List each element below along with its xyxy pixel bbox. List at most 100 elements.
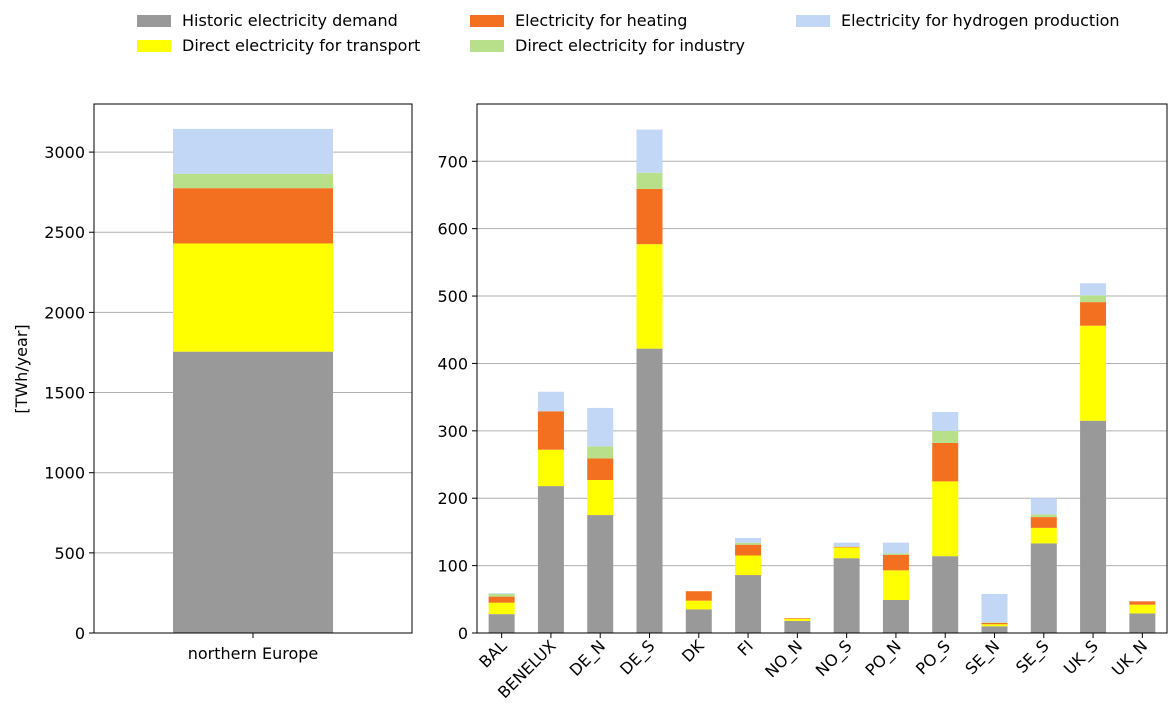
bar-segment: [882, 554, 909, 571]
bar-segment: [1030, 514, 1057, 518]
legend-swatch: [470, 40, 504, 52]
y-tick-label: 1000: [44, 464, 85, 483]
bar-segment: [981, 622, 1008, 625]
bar-segment: [685, 609, 712, 633]
plot-frame: [476, 103, 1168, 634]
bar-segment: [537, 411, 564, 450]
bar-segment: [1030, 498, 1057, 515]
bar-segment: [587, 407, 614, 447]
bar-segment: [1080, 283, 1107, 296]
y-axis-label: [TWh/year]: [12, 324, 31, 413]
bar-segment: [173, 188, 333, 244]
chart-panel-northern-europe: [TWh/year] 0 500 1000 1500 2000 2500 3000 north…: [12, 103, 413, 663]
bar-segment: [537, 486, 564, 633]
bar-segment: [636, 188, 663, 245]
y-tick-label: 700: [437, 152, 468, 171]
y-tick-label: 600: [437, 220, 468, 239]
bar-segment: [932, 442, 959, 482]
legend-swatch: [470, 15, 504, 27]
bar-segment: [537, 391, 564, 412]
bar-segment: [1030, 527, 1057, 544]
bar-segment: [488, 593, 515, 594]
bar-segment: [587, 515, 614, 633]
bar-segment: [685, 591, 712, 601]
x-tick-label: SE_N: [961, 636, 1004, 679]
bar-segment: [784, 618, 811, 619]
bar-segment: [981, 593, 1008, 623]
x-tick-label: DK: [678, 636, 708, 666]
x-tick-label: northern Europe: [188, 644, 319, 663]
bar-segment: [735, 544, 762, 556]
y-tick-label: 400: [437, 354, 468, 373]
x-tick-label: DE_N: [566, 636, 610, 680]
bar-segment: [833, 558, 860, 633]
bar-segment: [882, 570, 909, 600]
bar-segment: [1080, 295, 1107, 303]
x-tick-label: NO_N: [761, 636, 807, 682]
x-tick-label: FI: [734, 636, 757, 659]
bar-segment: [1080, 325, 1107, 421]
y-tick-label: 300: [437, 422, 468, 441]
x-tick-label: UK_S: [1060, 636, 1103, 679]
bar-segment: [636, 348, 663, 633]
bar-segment: [1129, 601, 1156, 605]
bar-segment: [981, 622, 1008, 623]
bar-segment: [833, 546, 860, 548]
bar-segment: [784, 620, 811, 633]
bar-segment: [173, 351, 333, 633]
legend-swatch: [137, 40, 171, 52]
bar-segment: [981, 626, 1008, 633]
y-tick-label: 200: [437, 489, 468, 508]
legend-label: Electricity for heating: [515, 11, 687, 30]
bar-segment: [1030, 543, 1057, 633]
bar-segment: [735, 555, 762, 576]
bar-segment: [1030, 517, 1057, 528]
bar-segment: [488, 596, 515, 603]
bar-segment: [1129, 613, 1156, 633]
bar-segment: [932, 430, 959, 443]
bar-segment: [882, 542, 909, 554]
bar-segment: [932, 481, 959, 557]
legend-label: Direct electricity for industry: [515, 36, 745, 55]
y-tick-label: 3000: [44, 143, 85, 162]
legend-swatch: [796, 15, 830, 27]
y-tick-label: 2500: [44, 223, 85, 242]
bar-segment: [173, 173, 333, 189]
bar-segment: [932, 556, 959, 633]
bar-segment: [685, 600, 712, 610]
x-tick-label: UK_N: [1108, 636, 1152, 680]
bar-segment: [932, 411, 959, 431]
x-tick-label: SE_S: [1012, 636, 1053, 677]
bar-segment: [735, 542, 762, 545]
bar-segment: [636, 129, 663, 173]
bar-segment: [488, 593, 515, 597]
bar-segment: [587, 480, 614, 516]
bar-segment: [882, 553, 909, 555]
x-tick-label: DE_S: [616, 636, 659, 679]
bar-segment: [636, 244, 663, 349]
bar-segment: [735, 575, 762, 633]
bar-segment: [636, 172, 663, 189]
legend-label: Historic electricity demand: [182, 11, 398, 30]
legend-label: Direct electricity for transport: [182, 36, 420, 55]
x-tick-label: BAL: [475, 636, 510, 671]
bar-segment: [833, 547, 860, 559]
y-tick-label: 500: [54, 544, 85, 563]
bar-segment: [784, 618, 811, 621]
y-tick-label: 0: [75, 624, 85, 643]
bar-segment: [537, 449, 564, 487]
x-tick-label: PO_N: [861, 636, 905, 680]
bar-segment: [735, 537, 762, 543]
bar-segment: [833, 542, 860, 547]
bar-segment: [488, 602, 515, 615]
bar-segment: [1129, 604, 1156, 614]
y-tick-label: 100: [437, 557, 468, 576]
y-tick-label: 0: [458, 624, 468, 643]
bar-segment: [981, 624, 1008, 627]
bar-segment: [587, 458, 614, 481]
x-tick-label: NO_S: [812, 636, 856, 680]
bar-segment: [173, 243, 333, 352]
bar-segment: [173, 128, 333, 174]
